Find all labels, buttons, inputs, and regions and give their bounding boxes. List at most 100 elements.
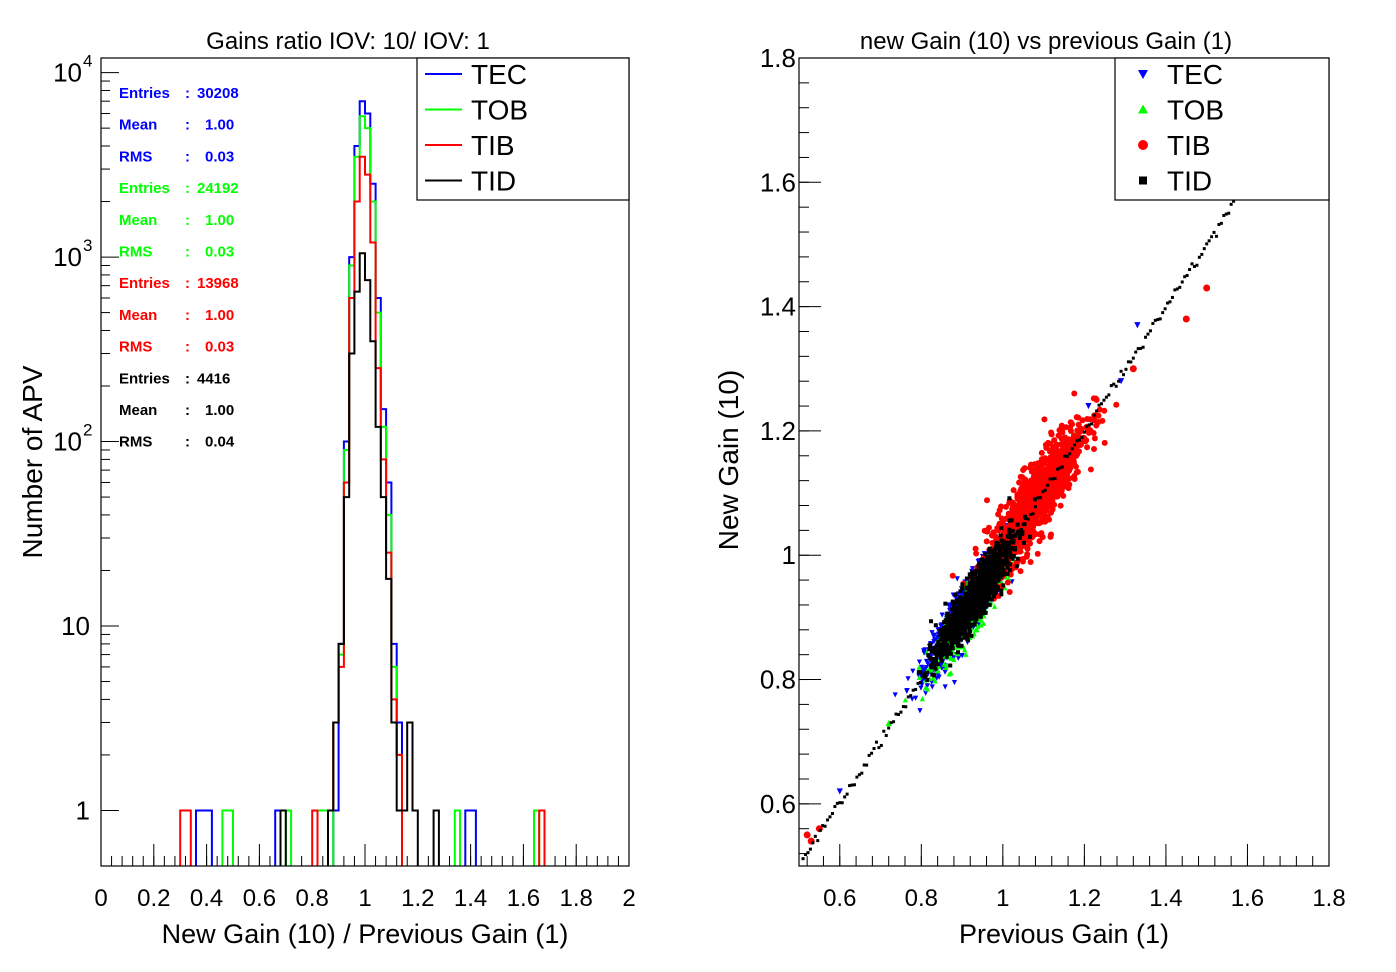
scatter-point-tec: [913, 695, 919, 701]
scatter-point-tid: [957, 614, 962, 619]
scatter-point-tid: [1100, 402, 1104, 406]
histogram-series-tib: [179, 155, 546, 866]
y-tick-exponent: 4: [83, 52, 92, 71]
scatter-point-tib: [1013, 508, 1020, 515]
scatter-point-tec: [1085, 402, 1092, 410]
scatter-point-tid: [1139, 346, 1143, 350]
scatter-point-tid: [1173, 288, 1177, 292]
scatter-point-tec: [923, 690, 929, 696]
scatter-point-tid: [974, 576, 979, 581]
scatter-point-tid: [966, 633, 971, 638]
scatter-point-tib: [1051, 459, 1058, 466]
scatter-point-tid: [942, 646, 947, 651]
scatter-point-tid: [946, 637, 951, 642]
stat-colon: :: [185, 275, 190, 292]
scatter-point-tib: [1019, 474, 1026, 481]
scatter-point-tib: [1004, 579, 1011, 586]
scatter-point-tid: [1005, 559, 1010, 564]
scatter-point-tid: [989, 565, 994, 570]
scatter-point-tid: [1019, 528, 1024, 533]
scatter-point-tid: [909, 694, 913, 698]
scatter-point-tib: [1035, 472, 1042, 479]
scatter-point-tid: [999, 564, 1004, 569]
scatter-point-tid: [958, 628, 963, 633]
scatter-point-tid: [1009, 534, 1014, 539]
scatter-point-tid: [979, 557, 984, 562]
scatter-point-tid: [929, 663, 934, 668]
scatter-point-tid: [1012, 546, 1017, 551]
scatter-point-tid: [1170, 295, 1174, 299]
scatter-point-tid: [1190, 262, 1194, 266]
scatter-point-tid: [936, 639, 941, 644]
scatter-point-tid: [1119, 369, 1123, 373]
scatter-point-tib: [1044, 496, 1051, 503]
scatter-point-tid: [1112, 382, 1116, 386]
stat-value: 4416: [197, 370, 230, 387]
y-tick-label: 1.8: [760, 43, 796, 73]
scatter-point-tec: [924, 683, 930, 689]
scatter-point-tib: [1067, 427, 1074, 434]
scatter-point-tib: [1024, 551, 1031, 558]
scatter-point-tib: [1092, 395, 1099, 402]
scatter-point-tec: [1134, 322, 1141, 329]
scatter-point-tid: [1005, 565, 1010, 570]
scatter-point-tib: [1055, 470, 1062, 477]
scatter-point-tid: [1185, 273, 1189, 277]
scatter-point-tid: [929, 619, 934, 624]
scatter-point-tib: [1017, 568, 1024, 575]
scatter-point-tid: [999, 538, 1004, 543]
scatter-point-tec: [892, 692, 898, 698]
legend-label-tid: TID: [1167, 166, 1212, 197]
scatter-point-tid: [968, 629, 973, 634]
scatter-point-tib: [1061, 438, 1068, 445]
scatter-point-tid: [951, 640, 956, 645]
scatter-point-tib: [1055, 479, 1062, 486]
scatter-point-tid: [958, 637, 963, 642]
x-tick-label: 1: [996, 885, 1009, 912]
scatter-point-tob: [962, 647, 968, 653]
histogram-y-axis-label: Number of APV: [17, 365, 48, 558]
scatter-point-tid: [962, 635, 967, 640]
scatter-point-tid: [1134, 350, 1138, 354]
scatter-point-tid: [1015, 522, 1020, 527]
scatter-point-tid: [1011, 554, 1016, 559]
scatter-point-tid: [945, 642, 950, 647]
scatter-point-tid: [1232, 199, 1236, 203]
scatter-point-tid: [1015, 530, 1020, 535]
x-tick-label: 0.6: [823, 885, 856, 912]
scatter-point-tib: [1010, 487, 1017, 494]
y-tick-label: 0.8: [760, 665, 796, 695]
stat-colon: :: [185, 434, 190, 451]
scatter-point-tid: [961, 600, 966, 605]
scatter-point-tid: [959, 643, 964, 648]
scatter-point-tid: [933, 623, 938, 628]
scatter-point-tid: [965, 623, 970, 628]
scatter-point-tid: [1200, 252, 1204, 256]
scatter-point-tib: [1041, 416, 1048, 423]
scatter-point-tid: [948, 663, 953, 668]
scatter-point-tid: [959, 613, 964, 618]
scatter-point-tid: [929, 665, 934, 670]
scatter-point-tid: [996, 545, 1001, 550]
scatter-point-tid: [990, 570, 995, 575]
scatter-point-tid: [950, 607, 955, 612]
scatter-point-tid: [1219, 221, 1223, 225]
scatter-point-tid: [965, 599, 970, 604]
scatter-point-tid: [987, 560, 992, 565]
scatter-point-tid: [1041, 490, 1045, 494]
scatter-point-tid: [963, 618, 968, 623]
scatter-point-tid: [997, 567, 1002, 572]
scatter-point-tid: [938, 637, 943, 642]
scatter-point-tib: [1027, 558, 1034, 565]
scatter-point-tid: [998, 533, 1003, 538]
scatter-point-tid: [1002, 544, 1007, 549]
histogram-legend: TEC TOB TIB TID: [416, 57, 630, 201]
scatter-point-tid: [944, 618, 949, 623]
scatter-point-tid: [984, 604, 989, 609]
scatter-point-tid: [947, 613, 952, 618]
scatter-point-tid: [1082, 430, 1086, 434]
scatter-point-tid: [976, 612, 981, 617]
scatter-point-tid: [987, 550, 992, 555]
stat-colon: :: [185, 148, 190, 165]
scatter-point-tec: [921, 648, 927, 654]
